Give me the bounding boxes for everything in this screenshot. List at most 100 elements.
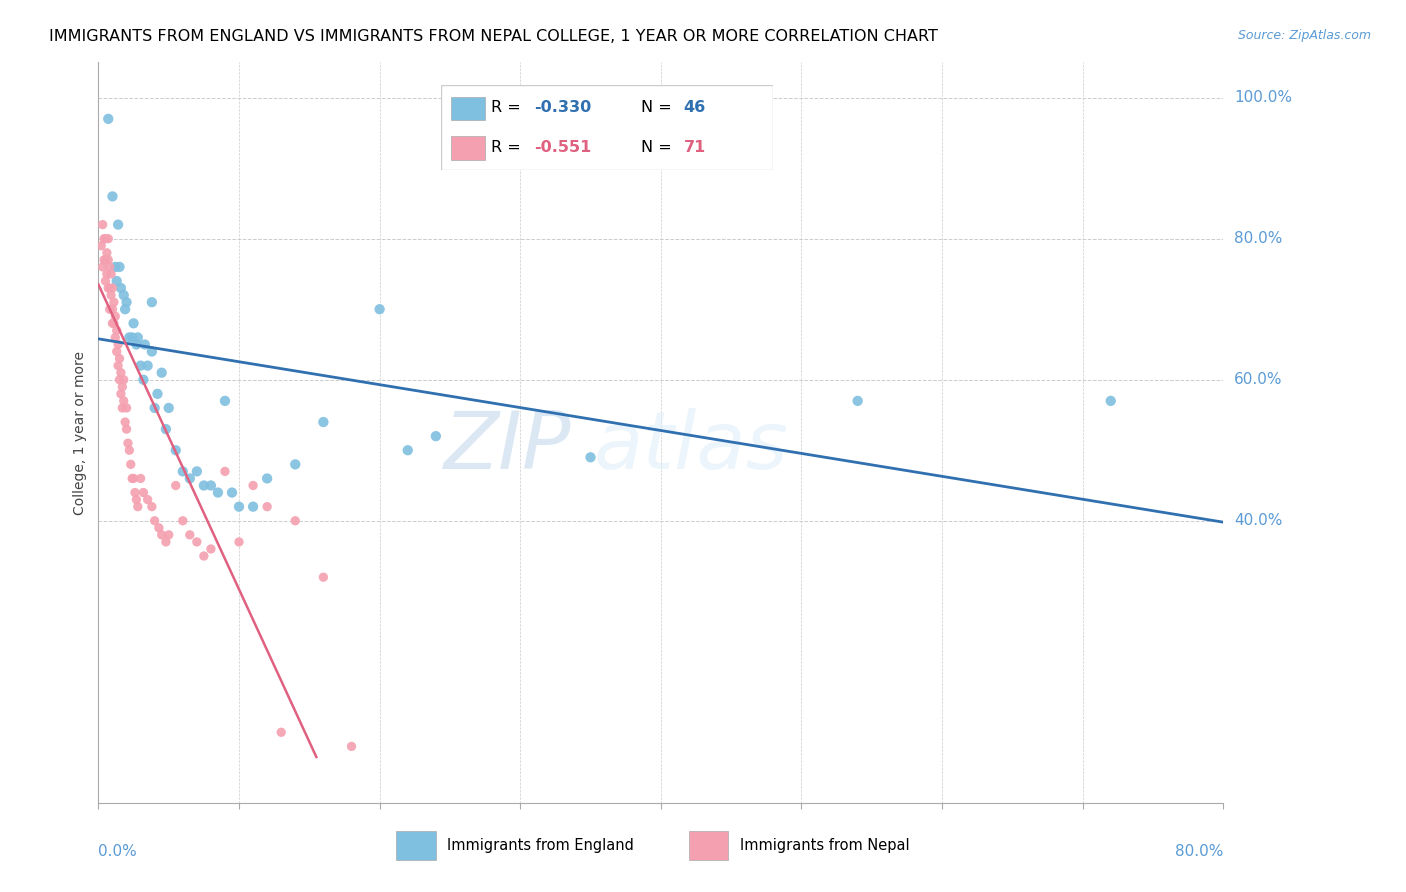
- Point: [98, 281, 121, 295]
- Point: [100, 267, 122, 281]
- Text: Source: ZipAtlas.com: Source: ZipAtlas.com: [1237, 29, 1371, 42]
- Point: [110, 281, 132, 295]
- Point: [112, 373, 135, 387]
- Point: [155, 535, 177, 549]
- Point: [157, 528, 180, 542]
- Point: [270, 725, 292, 739]
- Point: [111, 401, 134, 415]
- Point: [112, 288, 135, 302]
- Point: [105, 344, 128, 359]
- Text: atlas: atlas: [593, 409, 789, 486]
- Point: [141, 500, 163, 514]
- Point: [179, 528, 201, 542]
- Point: [91, 218, 114, 232]
- Point: [108, 351, 131, 366]
- Point: [97, 281, 120, 295]
- Point: [132, 373, 155, 387]
- Point: [207, 485, 229, 500]
- Point: [94, 252, 117, 267]
- Point: [143, 401, 166, 415]
- Point: [94, 232, 117, 246]
- Y-axis label: College, 1 year or more: College, 1 year or more: [73, 351, 87, 515]
- Point: [120, 458, 142, 472]
- Point: [242, 500, 264, 514]
- Point: [108, 260, 131, 274]
- Point: [242, 478, 264, 492]
- Point: [155, 422, 177, 436]
- Point: [200, 478, 222, 492]
- Point: [125, 337, 148, 351]
- Point: [150, 528, 173, 542]
- Point: [284, 514, 307, 528]
- Point: [425, 429, 447, 443]
- Point: [214, 464, 236, 478]
- Point: [1099, 393, 1122, 408]
- Point: [124, 485, 146, 500]
- Point: [117, 436, 139, 450]
- Point: [114, 415, 136, 429]
- Point: [97, 252, 120, 267]
- Point: [107, 218, 129, 232]
- Point: [172, 514, 194, 528]
- Point: [98, 260, 121, 274]
- Point: [228, 500, 250, 514]
- Point: [91, 260, 114, 274]
- Point: [93, 232, 115, 246]
- Point: [101, 189, 124, 203]
- Text: 80.0%: 80.0%: [1234, 231, 1282, 246]
- Point: [100, 288, 122, 302]
- Point: [107, 337, 129, 351]
- Point: [150, 366, 173, 380]
- Point: [110, 387, 132, 401]
- Point: [200, 541, 222, 556]
- Text: ZIP: ZIP: [443, 409, 571, 486]
- Text: 100.0%: 100.0%: [1234, 90, 1292, 105]
- Point: [115, 401, 138, 415]
- Point: [193, 478, 215, 492]
- Point: [284, 458, 307, 472]
- Point: [193, 549, 215, 563]
- Point: [104, 260, 127, 274]
- Point: [127, 330, 149, 344]
- Point: [256, 500, 278, 514]
- Point: [148, 521, 170, 535]
- Point: [172, 464, 194, 478]
- Point: [368, 302, 391, 317]
- Point: [104, 330, 127, 344]
- Point: [132, 485, 155, 500]
- Text: 40.0%: 40.0%: [1234, 513, 1282, 528]
- Point: [228, 535, 250, 549]
- Point: [186, 464, 208, 478]
- Point: [134, 337, 156, 351]
- Point: [103, 295, 125, 310]
- Point: [90, 239, 112, 253]
- Point: [110, 366, 132, 380]
- Point: [129, 359, 152, 373]
- Point: [105, 323, 128, 337]
- Point: [340, 739, 363, 754]
- Point: [141, 344, 163, 359]
- Point: [141, 295, 163, 310]
- Point: [165, 443, 187, 458]
- Point: [129, 471, 152, 485]
- Point: [122, 471, 145, 485]
- Point: [97, 112, 120, 126]
- Point: [121, 330, 143, 344]
- Point: [136, 492, 159, 507]
- Point: [136, 359, 159, 373]
- Point: [115, 422, 138, 436]
- Point: [221, 485, 243, 500]
- Point: [122, 316, 145, 330]
- Point: [846, 393, 869, 408]
- Point: [125, 492, 148, 507]
- Point: [101, 316, 124, 330]
- Point: [396, 443, 419, 458]
- Point: [157, 401, 180, 415]
- Point: [312, 415, 335, 429]
- Point: [108, 373, 131, 387]
- Point: [127, 500, 149, 514]
- Point: [143, 514, 166, 528]
- Point: [165, 478, 187, 492]
- Point: [101, 281, 124, 295]
- Point: [115, 295, 138, 310]
